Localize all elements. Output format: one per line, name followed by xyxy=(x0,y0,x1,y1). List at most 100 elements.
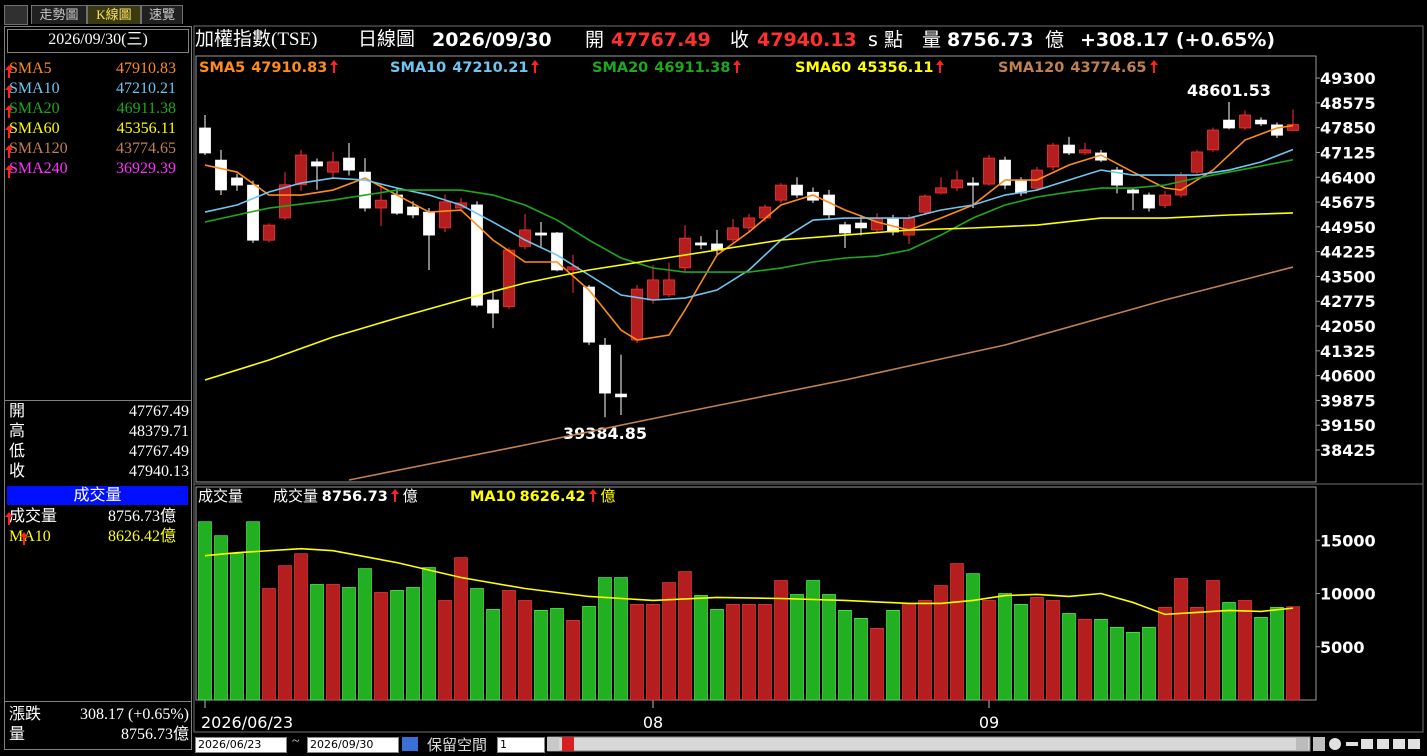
go-button[interactable] xyxy=(402,737,418,751)
legend-name: SMA120 xyxy=(998,60,1065,76)
volume-bar xyxy=(246,521,260,701)
sidebar: 2026/09/30(三) SMA5 47910.83 SMA10 47210.21 S… xyxy=(4,26,192,750)
ma-list: SMA5 47910.83 SMA10 47210.21 SMA20 46911.38 SM… xyxy=(5,59,191,179)
quote-value: 47767.49 xyxy=(129,443,189,460)
ma-row: SMA120 43774.65 xyxy=(5,139,191,159)
up-arrow xyxy=(588,489,597,502)
volume-bar xyxy=(886,610,900,701)
candle-body xyxy=(727,227,739,241)
candle-body xyxy=(919,195,931,213)
volume-bar xyxy=(262,588,276,701)
legend-unit: 億 xyxy=(402,489,418,505)
candle-body xyxy=(647,279,659,301)
price-panel xyxy=(195,55,1317,483)
volume-bar xyxy=(342,587,356,701)
y-tick-label: 46400 xyxy=(1320,168,1376,187)
tool-icon[interactable] xyxy=(1377,739,1389,749)
tool-icon[interactable] xyxy=(1313,737,1325,751)
volume-bar xyxy=(1030,597,1044,701)
candle-body xyxy=(839,224,851,234)
y-tick-label: 48575 xyxy=(1320,94,1376,113)
tab[interactable]: 速覽 xyxy=(141,5,183,24)
volume-bar xyxy=(326,584,340,701)
candle-body xyxy=(503,249,515,307)
volume-bar xyxy=(294,553,308,701)
legend-value: 43774.65 xyxy=(1070,60,1147,76)
spinner[interactable] xyxy=(562,737,574,751)
chart-frame xyxy=(193,25,1424,733)
high-annotation: 48601.53 xyxy=(1187,81,1271,100)
tab-active[interactable]: K線圖 xyxy=(87,5,141,24)
volume-bar xyxy=(1174,578,1188,701)
ma-value: 47910.83 xyxy=(116,60,176,77)
tool-icon[interactable] xyxy=(1361,739,1373,749)
up-arrow xyxy=(531,60,540,73)
up-arrow xyxy=(5,125,13,138)
tool-icon[interactable] xyxy=(1393,739,1405,749)
open-label: 開 xyxy=(585,29,605,51)
volume-bar xyxy=(662,582,676,701)
up-arrow xyxy=(5,165,13,178)
tab[interactable]: 走勢圖 xyxy=(31,5,87,24)
volume-bar xyxy=(470,588,484,701)
ma-line xyxy=(204,148,1294,301)
volume-bar xyxy=(630,604,644,701)
candle-body xyxy=(311,161,323,167)
volume-bar xyxy=(902,603,916,701)
reserve-input[interactable]: 1 xyxy=(497,737,545,753)
volume-ma-legend: MA10 8626.42 億 xyxy=(470,487,615,507)
ma-name: SMA240 xyxy=(9,160,68,177)
index-name: 加權指數(TSE) xyxy=(195,29,318,50)
tool-icon[interactable] xyxy=(1346,742,1358,746)
tool-icon[interactable] xyxy=(1329,738,1341,750)
up-arrow xyxy=(20,532,28,545)
ma-row: SMA20 46911.38 xyxy=(5,99,191,119)
candle-body xyxy=(279,184,291,219)
legend-name: SMA5 xyxy=(199,60,246,76)
spinner[interactable] xyxy=(547,737,559,751)
quote-label: 高 xyxy=(9,423,26,440)
scrollbar[interactable] xyxy=(547,736,1311,752)
candle-body xyxy=(999,159,1011,186)
volume-bar xyxy=(822,594,836,701)
candle-body xyxy=(583,286,595,343)
candle-body xyxy=(1223,119,1235,129)
volume-bar xyxy=(998,593,1012,701)
volume-row-label: MA10 xyxy=(9,528,51,545)
reserve-label: 保留空間 xyxy=(427,738,488,754)
legend-unit: 億 xyxy=(600,489,616,505)
candle-body xyxy=(1287,124,1299,131)
candle-body xyxy=(855,222,867,229)
up-arrow xyxy=(330,60,339,73)
volume-bar xyxy=(374,592,388,701)
volume-legend: 成交量 8756.73 億 xyxy=(273,487,418,507)
volume-bar xyxy=(1254,617,1268,701)
y-tick-label: 43500 xyxy=(1320,267,1376,286)
date-from[interactable]: 2026/06/23 xyxy=(195,737,287,753)
volume-bar xyxy=(678,571,692,701)
volume-bar xyxy=(502,590,516,701)
ma-name: SMA20 xyxy=(9,100,60,117)
candle-body xyxy=(551,232,563,271)
candle-body xyxy=(791,184,803,196)
quote-label: 收 xyxy=(9,463,26,480)
tool-icon[interactable] xyxy=(1408,739,1420,749)
menu-button[interactable] xyxy=(4,5,28,25)
candle-body xyxy=(663,279,675,296)
volume-bar xyxy=(310,584,324,701)
volume-bar xyxy=(870,628,884,701)
volume-row-unit: 億 xyxy=(159,508,176,525)
candle-body xyxy=(343,157,355,171)
volume-bar xyxy=(1206,580,1220,701)
close-value: 47940.13 xyxy=(757,29,857,51)
ma-row: SMA60 45356.11 xyxy=(5,119,191,139)
volume-bar xyxy=(486,609,500,701)
scroll-button[interactable] xyxy=(1296,738,1308,750)
volume-bar xyxy=(438,600,452,701)
candle-body xyxy=(935,187,947,194)
unit: s 點 xyxy=(868,29,903,51)
ma-line xyxy=(204,158,1294,273)
volume-bar xyxy=(1222,602,1236,701)
volume-bar xyxy=(726,604,740,701)
date-to[interactable]: 2026/09/30 xyxy=(307,737,399,753)
